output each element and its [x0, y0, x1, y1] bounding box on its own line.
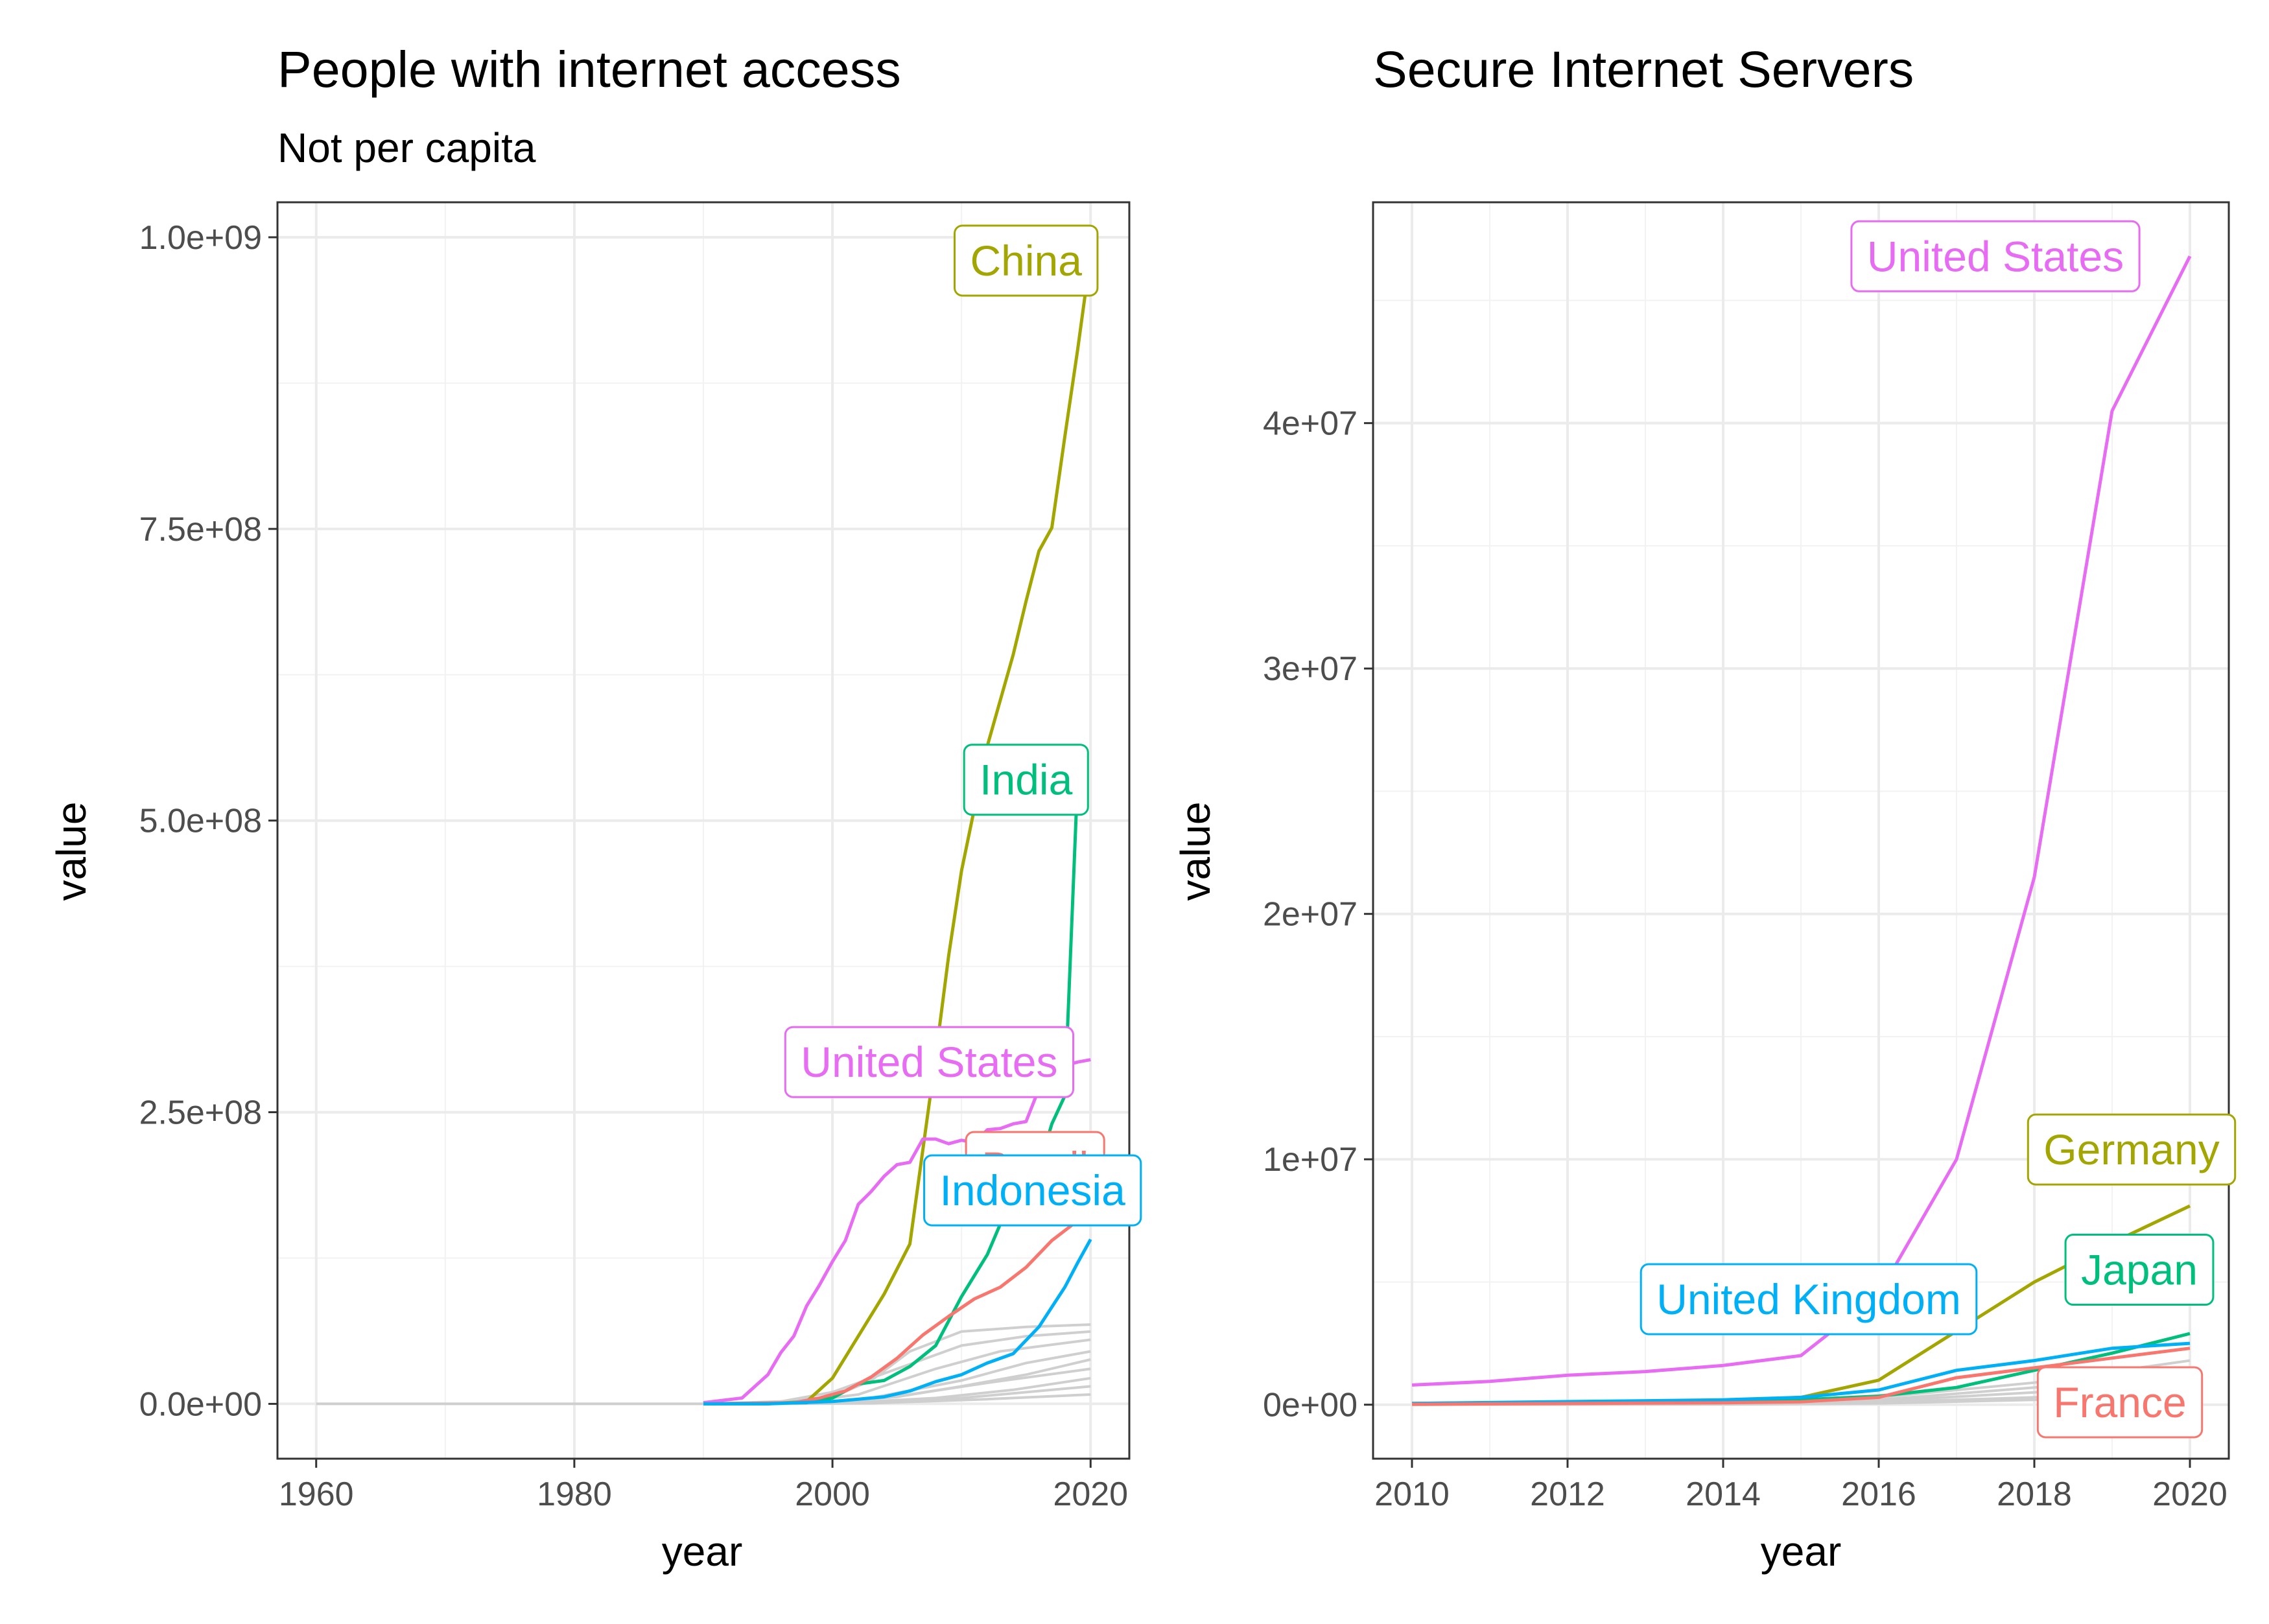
series-label-box	[2027, 1113, 2237, 1186]
x-tick-label: 2016	[1841, 1476, 1916, 1513]
series-line-united-states	[1411, 255, 2192, 1387]
plot-lines	[316, 254, 1092, 1406]
panel-border	[276, 201, 1131, 1460]
series-label-box	[2064, 1234, 2215, 1306]
series-line-china	[703, 254, 1092, 1406]
x-tick-label: 2020	[2152, 1476, 2228, 1513]
series-label-text: United States	[801, 1038, 1057, 1086]
y-axis-label: value	[48, 802, 95, 901]
y-tick-label: 1e+07	[1263, 1141, 1358, 1179]
series-label-germany: Germany	[2027, 1113, 2237, 1186]
x-tick-label: 1960	[279, 1476, 354, 1513]
series-line-united-kingdom	[1411, 1341, 2191, 1406]
y-tick-label: 1.0e+09	[139, 219, 262, 257]
series-label-india: India	[963, 744, 1089, 816]
series-label-box	[923, 1154, 1142, 1227]
y-tick-label: 0e+00	[1263, 1387, 1358, 1424]
series-label-box	[963, 744, 1089, 816]
chart-subtitle: Not per capita	[277, 124, 536, 171]
x-tick-label: 2018	[1997, 1476, 2072, 1513]
series-label-box	[2036, 1366, 2204, 1439]
y-tick-label: 5.0e+08	[139, 803, 262, 840]
x-tick-label: 2012	[1530, 1476, 1605, 1513]
x-tick-label: 2000	[795, 1476, 870, 1513]
y-tick-label: 0.0e+00	[139, 1385, 262, 1423]
series-label-box	[954, 224, 1099, 297]
series-label-united-states: United States	[784, 1026, 1075, 1098]
chart-title: Secure Internet Servers	[1373, 40, 1914, 98]
series-label-text: Japan	[2081, 1246, 2198, 1294]
y-tick-label: 7.5e+08	[139, 511, 262, 548]
secure-servers-panel: Secure Internet Servers year value 2010 2…	[1172, 40, 2237, 1575]
series-label-japan: Japan	[2064, 1234, 2215, 1306]
y-tick-label: 2e+07	[1263, 896, 1358, 934]
x-axis-label: year	[662, 1528, 743, 1575]
series-label-box	[1850, 220, 2141, 292]
series-label-france: France	[2036, 1366, 2204, 1439]
series-label-box	[1640, 1263, 1978, 1336]
series-label-united-states: United States	[1850, 220, 2141, 292]
series-label-box	[784, 1026, 1075, 1098]
internet-access-panel: People with internet access Not per capi…	[48, 40, 1142, 1575]
panel-border	[1372, 201, 2230, 1460]
x-tick-label: 2010	[1374, 1476, 1450, 1513]
x-tick-label: 2020	[1053, 1476, 1128, 1513]
series-label-indonesia: Indonesia	[923, 1154, 1142, 1227]
series-label-text: Germany	[2043, 1125, 2219, 1173]
series-label-text: India	[980, 756, 1072, 804]
series-line-france	[1411, 1347, 2191, 1406]
series-label-text: France	[2053, 1378, 2186, 1426]
series-label-text: United States	[1867, 232, 2124, 280]
series-label-text: China	[970, 237, 1083, 285]
series-line-united-states	[703, 1058, 1091, 1405]
y-axis-label: value	[1172, 802, 1219, 901]
y-tick-label: 2.5e+08	[139, 1094, 262, 1132]
x-tick-label: 1980	[537, 1476, 612, 1513]
y-tick-label: 4e+07	[1263, 405, 1358, 443]
series-label-china: China	[954, 224, 1099, 297]
chart-title: People with internet access	[277, 40, 901, 98]
x-tick-label: 2014	[1686, 1476, 1761, 1513]
series-label-text: United Kingdom	[1656, 1275, 1961, 1323]
series-line-brazil	[703, 1219, 1079, 1406]
series-label-united-kingdom: United Kingdom	[1640, 1263, 1978, 1336]
x-axis-label: year	[1761, 1528, 1842, 1575]
y-tick-label: 3e+07	[1263, 650, 1358, 688]
series-label-text: Indonesia	[940, 1166, 1126, 1214]
series-line-indonesia	[703, 1238, 1092, 1406]
